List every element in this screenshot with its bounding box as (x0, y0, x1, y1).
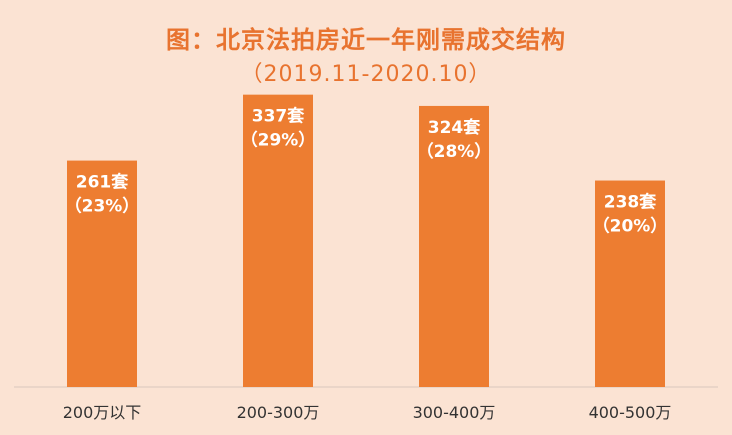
bar-3 (595, 180, 665, 387)
bar-percent-label: （28%） (417, 141, 492, 162)
chart-title: 图：北京法拍房近一年刚需成交结构 (166, 26, 566, 54)
x-tick-label: 300-400万 (413, 403, 496, 422)
bar-2 (419, 105, 489, 388)
bar-value-label: 261套 (76, 172, 129, 193)
x-tick-label: 200万以下 (63, 403, 142, 422)
bar-percent-label: （20%） (593, 216, 668, 237)
bar-value-label: 238套 (604, 192, 657, 213)
bar-value-label: 324套 (428, 117, 481, 138)
bar-value-label: 337套 (252, 106, 305, 127)
bar-1 (243, 94, 313, 387)
x-tick-label: 400-500万 (589, 403, 672, 422)
chart-subtitle: （2019.11-2020.10） (240, 62, 492, 87)
bar-0 (67, 160, 137, 387)
x-tick-label: 200-300万 (237, 403, 320, 422)
bar-percent-label: （23%） (65, 196, 140, 217)
bar-percent-label: （29%） (241, 130, 316, 151)
